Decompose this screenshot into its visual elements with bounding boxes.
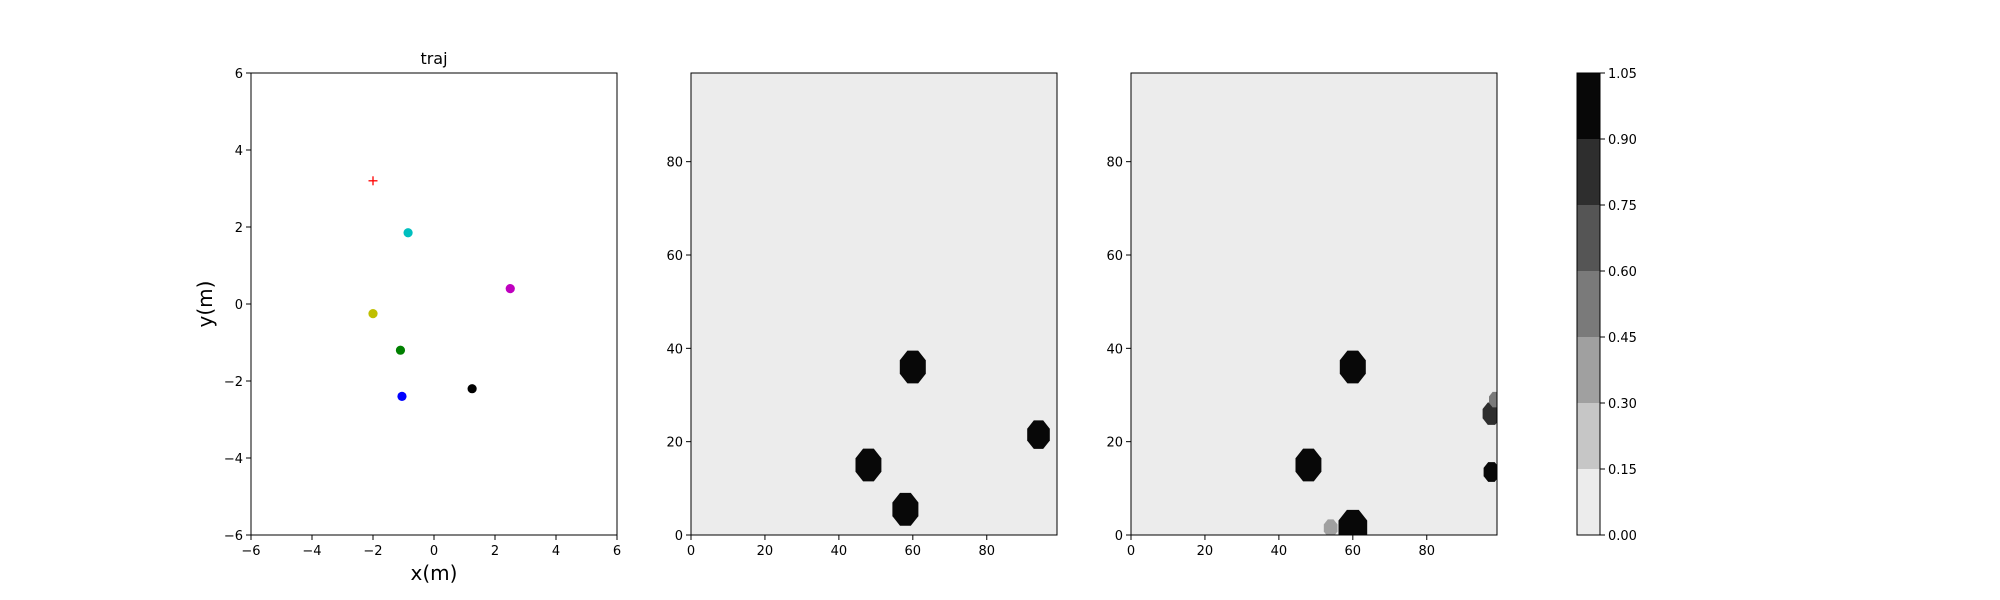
- map-1-y-tick-label: 20: [666, 436, 683, 451]
- map-1-frame: [690, 72, 1058, 536]
- traj-y-tick-label: −4: [224, 452, 243, 467]
- colorbar-band: [1577, 403, 1600, 469]
- traj-plot-area: [251, 73, 617, 535]
- colorbar-band: [1577, 73, 1600, 139]
- obstacle-blob: [1339, 350, 1366, 384]
- map-1-x-tick-label: 20: [757, 544, 774, 559]
- map-1-y-tick-label: 80: [666, 156, 683, 171]
- traj-panel: traj −6 −4 −2 0 2 4 6 −6 −4 −2 0 2 4 6 x(m) y(m): [193, 49, 621, 585]
- colorbar-band: [1577, 337, 1600, 403]
- map-1-y-tick-label: 0: [675, 529, 683, 544]
- traj-y-tick-label: −2: [224, 375, 243, 390]
- traj-x-tick-label: 2: [491, 544, 499, 559]
- colorbar-tick-label: 1.05: [1608, 67, 1637, 82]
- map-2-frame: [1130, 72, 1498, 536]
- traj-point: [505, 284, 515, 294]
- map-2-x-tick-label: 20: [1197, 544, 1214, 559]
- traj-points: [368, 176, 515, 401]
- colorbar-tick-label: 0.45: [1608, 331, 1637, 346]
- obstacle-blob: [1323, 519, 1338, 535]
- traj-point-plus: [368, 176, 378, 186]
- traj-x-tick-label: −6: [241, 544, 260, 559]
- map-2-heatmap: [1131, 73, 1497, 535]
- map-2-y-tick-label: 60: [1106, 249, 1123, 264]
- map-2-x-tick-label: 40: [1271, 544, 1288, 559]
- traj-x-tick-label: 4: [552, 544, 560, 559]
- traj-x-tick-label: 0: [430, 544, 438, 559]
- colorbar-bands: [1577, 73, 1600, 535]
- traj-point: [403, 228, 413, 238]
- colorbar-ticks: 0.00 0.15 0.30 0.45 0.60 0.75 0.90 1.05: [1600, 67, 1637, 544]
- map-2-y-tick-label: 20: [1106, 436, 1123, 451]
- map-1-x-tick-label: 40: [831, 544, 848, 559]
- map-2-y-tick-label: 40: [1106, 342, 1123, 357]
- traj-y-tick-label: 0: [235, 298, 243, 313]
- traj-x-tick-label: 6: [613, 544, 621, 559]
- traj-point: [397, 391, 407, 401]
- colorbar-frame: [1576, 72, 1601, 536]
- map-1-x-tick-label: 60: [905, 544, 922, 559]
- map-1-x-tick-label: 0: [687, 544, 695, 559]
- obstacle-blob: [1027, 420, 1050, 449]
- colorbar-tick-label: 0.00: [1608, 529, 1637, 544]
- colorbar-tick-label: 0.30: [1608, 397, 1637, 412]
- traj-point: [395, 345, 406, 355]
- map-2-y-tick-label: 80: [1106, 156, 1123, 171]
- traj-y-axis-label: y(m): [193, 281, 217, 328]
- obstacle-blob: [855, 448, 882, 482]
- map-1-x-tick-label: 80: [978, 544, 995, 559]
- traj-title: traj: [420, 49, 447, 68]
- obstacle-blob: [1295, 448, 1322, 482]
- traj-y-tick-label: 4: [235, 144, 243, 159]
- map-1-heatmap: [691, 73, 1057, 535]
- obstacle-blob: [1482, 402, 1497, 425]
- map-2-x-tick-label: 60: [1345, 544, 1362, 559]
- map-2-x-ticks: 0 20 40 60 80: [1127, 535, 1435, 559]
- obstacle-blob: [892, 492, 919, 526]
- colorbar-band: [1577, 271, 1600, 337]
- traj-y-tick-label: 2: [235, 221, 243, 236]
- colorbar-tick-label: 0.15: [1608, 463, 1637, 478]
- map-panel-1: 0 20 40 60 80 0 20 40 60 80: [666, 72, 1058, 559]
- map-2-x-tick-label: 0: [1127, 544, 1135, 559]
- traj-x-axis-label: x(m): [411, 561, 458, 585]
- map-2-y-ticks: 0 20 40 60 80: [1106, 156, 1131, 544]
- colorbar-tick-label: 0.60: [1608, 265, 1637, 280]
- colorbar-tick-label: 0.75: [1608, 199, 1637, 214]
- colorbar-tick-label: 0.90: [1608, 133, 1637, 148]
- traj-y-tick-label: −6: [224, 529, 243, 544]
- obstacle-blob: [899, 350, 926, 384]
- colorbar: 0.00 0.15 0.30 0.45 0.60 0.75 0.90 1.05: [1576, 67, 1637, 544]
- map-2-y-tick-label: 0: [1115, 529, 1123, 544]
- map-1-y-tick-label: 60: [666, 249, 683, 264]
- map-panel-2: 0 20 40 60 80 0 20 40 60 80: [1106, 72, 1498, 559]
- map-1-y-ticks: 0 20 40 60 80: [666, 156, 691, 544]
- traj-x-tick-label: −2: [363, 544, 382, 559]
- colorbar-band: [1577, 139, 1600, 205]
- obstacle-blob: [1483, 462, 1497, 482]
- traj-x-tick-label: −4: [302, 544, 321, 559]
- traj-point: [467, 384, 477, 394]
- traj-x-ticks: −6 −4 −2 0 2 4 6: [241, 535, 621, 559]
- map-1-y-tick-label: 40: [666, 342, 683, 357]
- map-2-x-tick-label: 80: [1418, 544, 1435, 559]
- traj-y-tick-label: 6: [235, 67, 243, 82]
- colorbar-band: [1577, 469, 1600, 535]
- map-1-x-ticks: 0 20 40 60 80: [687, 535, 995, 559]
- colorbar-band: [1577, 205, 1600, 271]
- traj-y-ticks: −6 −4 −2 0 2 4 6: [224, 67, 251, 544]
- traj-point: [368, 309, 378, 319]
- obstacle-blob: [1338, 509, 1368, 535]
- obstacle-blob: [1489, 391, 1497, 408]
